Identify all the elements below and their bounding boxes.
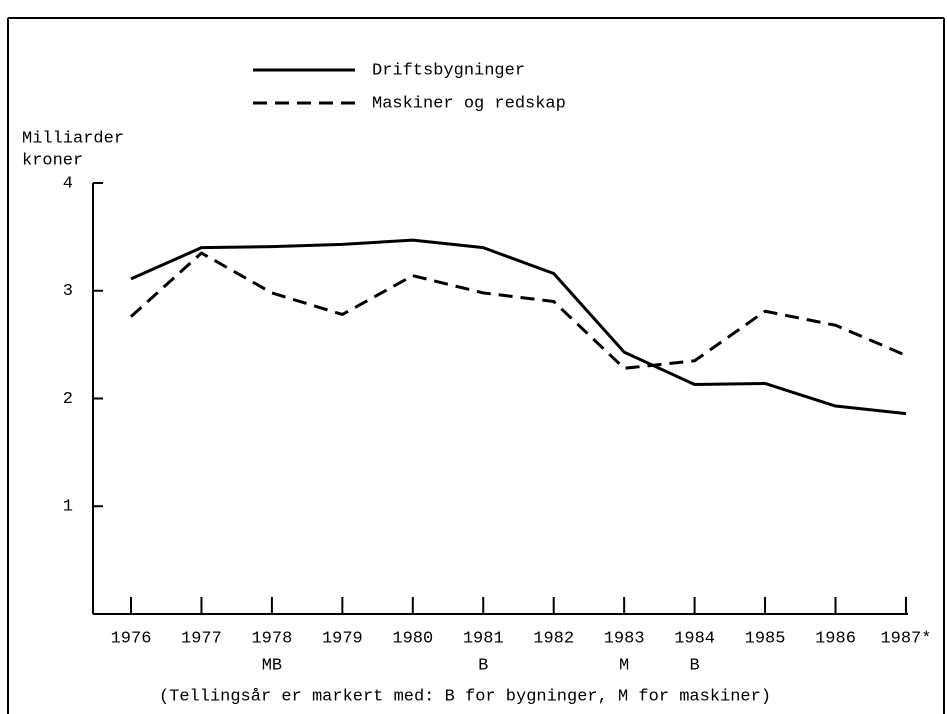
y-tick-label: 3 — [63, 282, 73, 301]
legend-label: Maskiner og redskap — [372, 94, 566, 113]
x-tick-label: 1981 — [463, 629, 504, 648]
x-tick-label: 1982 — [533, 629, 574, 648]
x-tick-label: 1980 — [392, 629, 433, 648]
x-tick-label: 1983 — [604, 629, 645, 648]
census-mark: B — [478, 656, 488, 675]
footnote: (Tellingsår er markert med: B for bygnin… — [159, 687, 771, 706]
x-tick-label: 1987* — [880, 629, 931, 648]
census-mark: M — [619, 656, 629, 675]
census-mark: MB — [262, 656, 282, 675]
census-mark: B — [689, 656, 699, 675]
x-tick-label: 1984 — [674, 629, 715, 648]
x-tick-label: 1976 — [111, 629, 152, 648]
series-line — [130, 238, 907, 416]
x-tick-label: 1986 — [815, 629, 856, 648]
x-tick-label: 1977 — [181, 629, 222, 648]
x-tick-label: 1985 — [745, 629, 786, 648]
y-tick-label: 1 — [63, 498, 73, 517]
x-tick-label: 1978 — [251, 629, 292, 648]
legend-label: Driftsbygninger — [372, 61, 525, 80]
y-axis-label: Milliarder — [22, 129, 124, 148]
y-tick-label: 4 — [63, 174, 73, 193]
y-tick-label: 2 — [63, 390, 73, 409]
series-line — [129, 251, 907, 370]
x-tick-label: 1979 — [322, 629, 363, 648]
y-axis-label: kroner — [22, 151, 83, 170]
